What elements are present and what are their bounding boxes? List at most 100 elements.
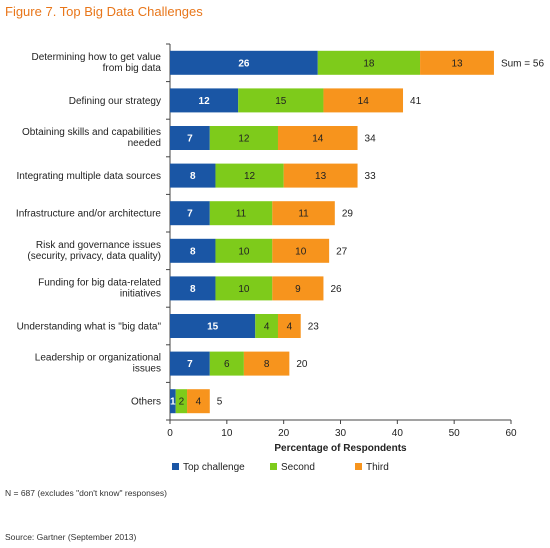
category-label: Obtaining skills and capabilities needed [22, 127, 161, 149]
bar-value-label: 12 [199, 96, 211, 107]
category-label-line: Defining our strategy [69, 96, 161, 107]
bar-value-label: 2 [179, 397, 185, 408]
bar-value-label: 8 [190, 284, 196, 295]
bar-segment-third [283, 163, 358, 188]
category-label: Defining our strategy [69, 96, 161, 107]
x-tick-label: 60 [505, 428, 517, 439]
bar-segment-second [209, 351, 244, 376]
bar-segment-second [209, 126, 278, 150]
bar-total-label: 29 [342, 209, 354, 220]
bar-total-label: 26 [330, 284, 342, 295]
bar-value-label: 4 [287, 322, 293, 333]
bar-value-label: 18 [363, 58, 375, 69]
bar-segment-third [277, 126, 358, 150]
bar-value-label: 10 [238, 246, 250, 257]
category-label: Determining how to get value from big dat… [31, 52, 161, 74]
legend-swatch-third [355, 463, 362, 470]
bar-value-label: 15 [275, 96, 287, 107]
x-tick-label: 50 [449, 428, 461, 439]
bar-segment-third [272, 276, 324, 301]
legend-label: Third [366, 462, 389, 473]
x-tick-label: 10 [221, 428, 233, 439]
bar-segment-second [215, 276, 273, 301]
bar-value-label: 15 [207, 322, 219, 333]
bar-value-label: 11 [298, 209, 309, 220]
bar-value-label: 26 [238, 58, 250, 69]
bar-value-label: 10 [295, 246, 307, 257]
bar-value-label: 13 [451, 58, 463, 69]
bar-value-label: 6 [224, 359, 230, 370]
bar-total-label: 27 [336, 246, 348, 257]
bar-value-label: 13 [315, 171, 327, 182]
x-tick-label: 40 [392, 428, 404, 439]
bar-segment-top [170, 276, 216, 301]
bar-value-label: 7 [187, 134, 193, 145]
category-label-line: Integrating multiple data sources [16, 171, 161, 182]
legend-label: Second [281, 462, 315, 473]
bar-value-label: 7 [187, 209, 193, 220]
bar-segment-top [170, 126, 210, 150]
bar-value-label: 10 [238, 284, 250, 295]
bar-segment-second [255, 314, 278, 338]
bar-value-label: 7 [187, 359, 193, 370]
sample-size-note: N = 687 (excludes "don't know" responses… [5, 488, 167, 498]
category-label: Risk and governance issues (security, pri… [27, 240, 161, 262]
bar-value-label: 1 [170, 397, 176, 408]
category-label-line: Risk and governance issues [36, 240, 161, 251]
bar-value-label: 8 [190, 171, 196, 182]
bar-segment-top [170, 88, 239, 113]
bar-segment-top [170, 389, 176, 414]
legend-swatch-second [270, 463, 277, 470]
category-label-line: Funding for big data-related [38, 277, 161, 288]
category-label-line: Obtaining skills and capabilities [22, 127, 161, 138]
bar-total-label: 23 [308, 322, 320, 333]
category-label: Funding for big data-related initiatives [38, 277, 161, 299]
bar-total-label: 5 [217, 397, 223, 408]
category-label-line: Infrastructure and/or architecture [16, 209, 162, 220]
category-label: Others [131, 397, 161, 408]
bar-total-label: 20 [296, 359, 308, 370]
bar-value-label: 12 [238, 134, 250, 145]
bar-segment-top [170, 163, 216, 188]
category-label-line: Determining how to get value [31, 52, 161, 63]
bar-segment-third [272, 201, 335, 226]
source-note: Source: Gartner (September 2013) [5, 532, 137, 542]
category-label-line: Others [131, 397, 161, 408]
x-axis-title: Percentage of Respondents [274, 443, 407, 454]
bar-segment-top [170, 238, 216, 263]
bar-segment-second [209, 201, 273, 226]
category-label: Understanding what is "big data" [17, 322, 162, 333]
bar-segment-top [170, 314, 256, 338]
x-tick-label: 20 [278, 428, 290, 439]
bar-total-label: 33 [365, 171, 377, 182]
category-label-line: Leadership or organizational [35, 353, 161, 364]
bar-value-label: 12 [244, 171, 256, 182]
category-label: Integrating multiple data sources [16, 171, 161, 182]
bar-segment-second [317, 50, 421, 75]
bar-segment-second [175, 389, 188, 414]
bar-segment-top [170, 351, 210, 376]
bar-segment-second [238, 88, 324, 113]
bar-value-label: 8 [190, 246, 196, 257]
bar-total-label: 41 [410, 96, 422, 107]
x-tick-label: 0 [167, 428, 173, 439]
bar-value-label: 11 [236, 209, 247, 220]
bar-segment-third [420, 50, 494, 75]
legend-swatch-top [172, 463, 179, 470]
figure-title: Figure 7. Top Big Data Challenges [5, 4, 203, 19]
bar-segment-second [215, 238, 273, 263]
bar-value-label: 8 [264, 359, 270, 370]
bar-segment-third [323, 88, 404, 113]
category-label: Leadership or organizational issues [35, 353, 161, 375]
bar-segment-top [170, 201, 210, 226]
x-tick-label: 30 [335, 428, 347, 439]
bar-segment-third [187, 389, 210, 414]
bar-value-label: 9 [295, 284, 301, 295]
category-label: Infrastructure and/or architecture [16, 209, 162, 220]
bar-segment-third [243, 351, 290, 376]
bar-segment-third [272, 238, 330, 263]
category-label-line: from big data [103, 63, 162, 74]
bar-value-label: 14 [358, 96, 370, 107]
bar-value-label: 4 [264, 322, 270, 333]
category-label-line: issues [133, 364, 161, 375]
